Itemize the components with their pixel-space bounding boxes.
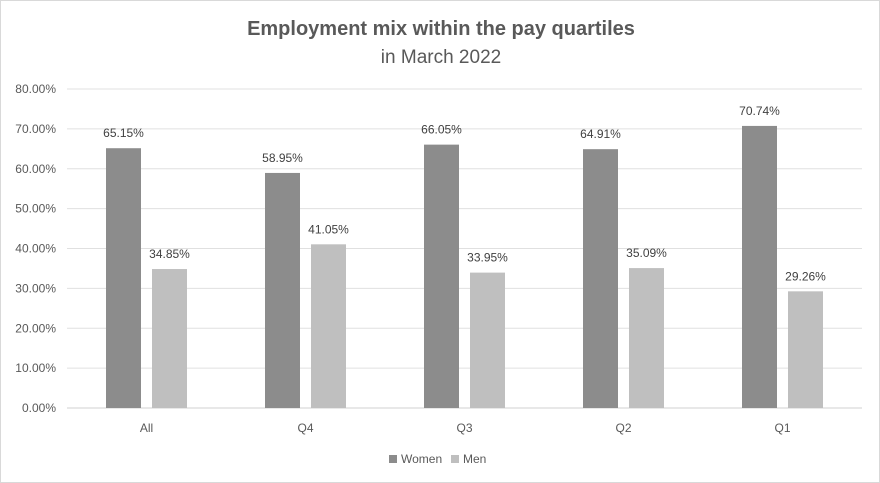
gridlines [67,88,862,409]
y-axis-ticks: 0.00% 10.00% 20.00% 30.00% 40.00% 50.00% 60.00… [15,82,56,415]
data-label: 66.05% [421,123,462,137]
y-tick-label: 10.00% [15,361,56,375]
data-label: 29.26% [785,269,826,283]
bar-men-q4 [311,244,346,408]
bar-men-q1 [788,291,823,408]
data-label: 65.15% [103,126,144,140]
legend-label-men: Men [463,452,486,466]
x-tick-label: All [140,421,153,435]
bar-men-q2 [629,268,664,408]
bar-women-all [106,148,141,409]
data-labels: 65.15% 34.85% 58.95% 41.05% 66.05% 33.95% 64.9… [103,104,826,283]
y-tick-label: 60.00% [15,162,56,176]
data-label: 34.85% [149,247,190,261]
x-axis-ticks: All Q4 Q3 Q2 Q1 [140,421,791,435]
bars [106,125,823,409]
bar-women-q4 [265,172,300,408]
y-tick-label: 0.00% [22,401,56,415]
data-label: 41.05% [308,222,349,236]
data-label: 58.95% [262,151,303,165]
data-label: 35.09% [626,246,667,260]
bar-men-all [152,269,187,408]
legend-swatch-women [389,455,397,463]
x-tick-label: Q1 [774,421,790,435]
x-tick-label: Q2 [615,421,631,435]
bar-men-q3 [470,272,505,408]
chart-subtitle: in March 2022 [381,47,501,68]
legend-label-women: Women [401,452,442,466]
y-tick-label: 40.00% [15,242,56,256]
legend-swatch-men [451,455,459,463]
x-tick-label: Q3 [456,421,472,435]
data-label: 33.95% [467,251,508,265]
bar-women-q2 [583,149,618,408]
bar-women-q3 [424,144,459,409]
x-tick-label: Q4 [297,421,313,435]
bar-women-q1 [742,125,777,408]
data-label: 64.91% [580,127,621,141]
y-tick-label: 50.00% [15,202,56,216]
y-tick-label: 20.00% [15,321,56,335]
chart-title: Employment mix within the pay quartiles [247,18,635,40]
y-tick-label: 30.00% [15,281,56,295]
data-label: 70.74% [739,104,780,118]
y-tick-label: 80.00% [15,82,56,96]
y-tick-label: 70.00% [15,122,56,136]
legend: Women Men [389,452,486,466]
